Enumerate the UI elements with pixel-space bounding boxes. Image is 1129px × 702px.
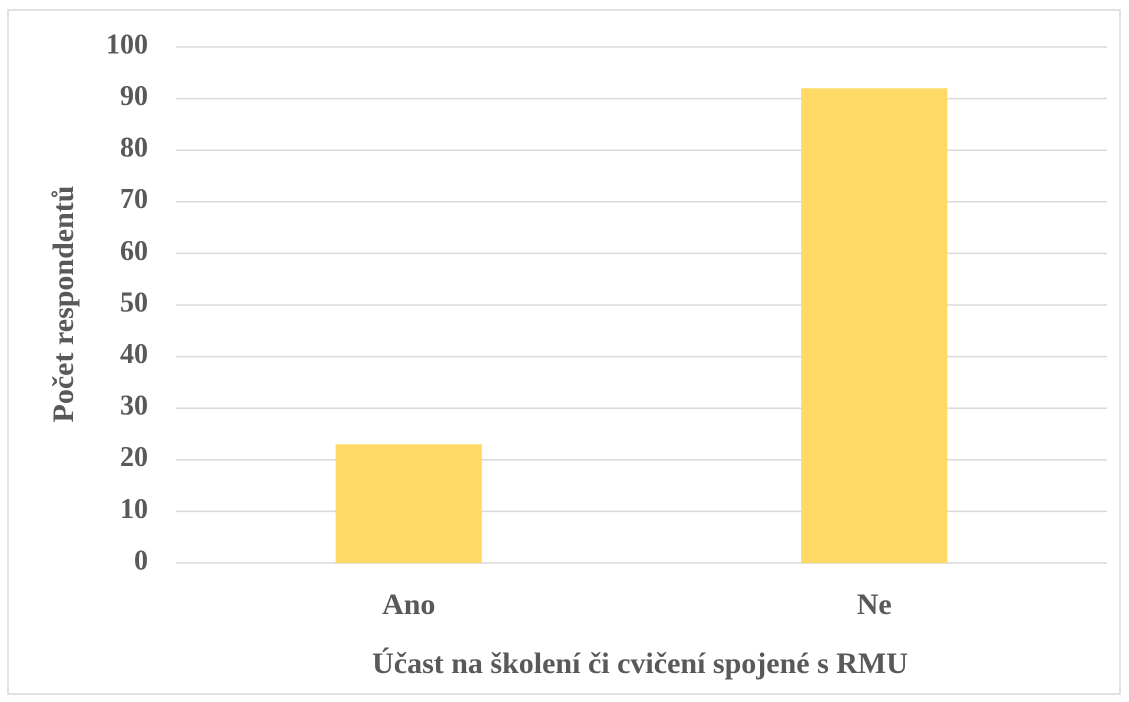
y-axis-label: Počet respondentů: [47, 186, 80, 423]
y-tick-label: 60: [120, 236, 148, 267]
y-tick-label: 30: [120, 391, 148, 422]
y-tick-label: 90: [120, 81, 148, 112]
bar: [335, 444, 482, 563]
y-tick-label: 20: [120, 442, 148, 473]
y-tick-label: 50: [120, 287, 148, 318]
y-tick-label: 80: [120, 133, 148, 164]
bar: [801, 88, 948, 563]
x-tick-label: Ano: [382, 588, 435, 621]
y-tick-label: 100: [106, 29, 148, 60]
x-tick-label: Ne: [857, 588, 892, 621]
chart-border: [7, 9, 1121, 695]
y-tick-label: 70: [120, 184, 148, 215]
y-tick-label: 10: [120, 494, 148, 525]
y-tick-label: 0: [134, 545, 148, 576]
y-tick-label: 40: [120, 339, 148, 370]
x-axis-label: Účast na školení či cvičení spojené s RM…: [372, 647, 908, 680]
